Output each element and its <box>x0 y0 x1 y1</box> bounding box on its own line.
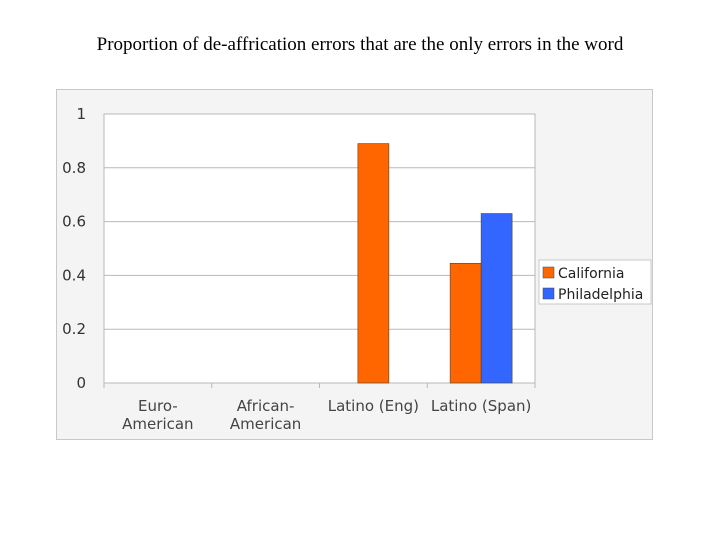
slide-title: Proportion of de-affrication errors that… <box>96 34 624 55</box>
legend-label: Philadelphia <box>558 287 643 303</box>
y-tick-label: 0 <box>76 374 86 392</box>
legend-swatch <box>542 287 555 300</box>
legend: California Philadelphia <box>538 259 652 305</box>
y-tick-label: 0.8 <box>62 159 86 177</box>
y-tick-label: 0.2 <box>62 320 86 338</box>
category-label: African- <box>237 397 295 415</box>
bars <box>357 143 513 384</box>
legend-label: California <box>558 266 624 282</box>
bar-philadelphia <box>480 213 513 384</box>
bar-california <box>449 262 482 384</box>
chart-area: 0 0.2 0.4 0.6 0.8 1 Euro- American African- Amer… <box>56 89 653 440</box>
category-label: Euro- <box>138 397 178 415</box>
category-label: American <box>230 415 301 433</box>
category-label: Latino (Eng) <box>328 397 419 415</box>
legend-swatch <box>542 266 555 279</box>
y-tick-labels: 0 0.2 0.4 0.6 0.8 1 <box>62 105 86 392</box>
legend-box <box>538 259 652 305</box>
y-tick-label: 0.4 <box>62 266 86 284</box>
y-tick-label: 0.6 <box>62 213 86 231</box>
bar-chart: 00.20.40.60.81 Euro-AmericanAfrican-Amer… <box>62 105 652 433</box>
y-tick-label: 1 <box>76 105 86 123</box>
bar-california <box>357 143 390 384</box>
category-label: Latino (Span) <box>431 397 532 415</box>
category-label: American <box>122 415 193 433</box>
